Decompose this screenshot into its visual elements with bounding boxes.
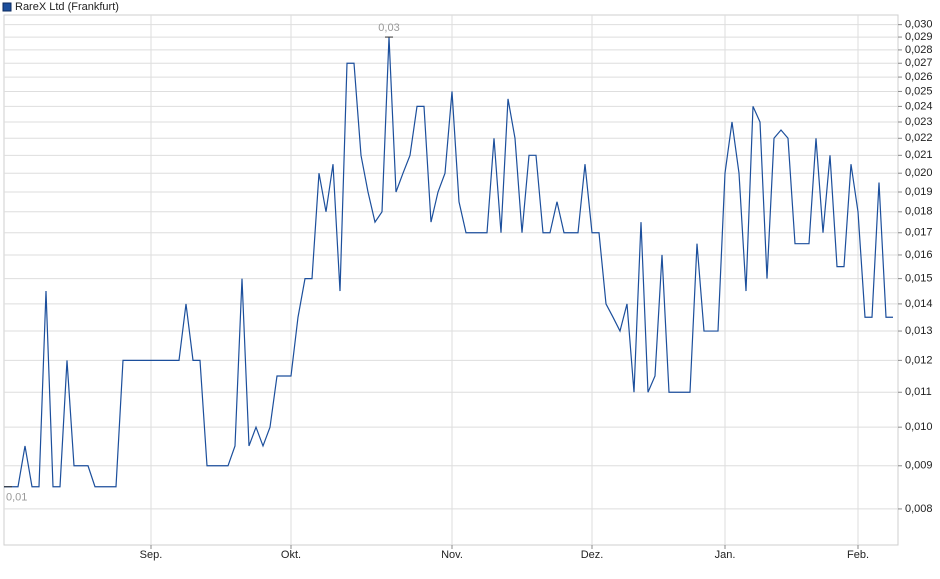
y-tick-label: 0,026: [905, 71, 933, 83]
y-tick-label: 0,015: [905, 273, 933, 285]
min-label: 0,01: [6, 492, 27, 504]
y-tick-label: 0,011: [905, 386, 932, 398]
y-tick-label: 0,025: [905, 85, 933, 97]
y-tick-label: 0,012: [905, 354, 933, 366]
y-tick-label: 0,010: [905, 421, 933, 433]
legend-swatch: [2, 2, 12, 12]
y-tick-label: 0,009: [905, 460, 933, 472]
y-tick-label: 0,020: [905, 167, 933, 179]
x-tick-label: Sep.: [140, 549, 163, 561]
x-tick-label: Okt.: [281, 549, 301, 561]
y-tick-label: 0,013: [905, 325, 933, 337]
y-tick-label: 0,027: [905, 57, 933, 69]
x-tick-label: Nov.: [441, 549, 463, 561]
legend-label: RareX Ltd (Frankfurt): [15, 1, 119, 13]
max-label: 0,03: [378, 22, 399, 34]
y-tick-label: 0,016: [905, 249, 933, 261]
y-tick-label: 0,017: [905, 227, 933, 239]
x-tick-label: Dez.: [581, 549, 604, 561]
y-tick-label: 0,014: [905, 298, 933, 310]
y-tick-label: 0,022: [905, 132, 933, 144]
y-tick-label: 0,021: [905, 149, 933, 161]
y-tick-label: 0,030: [905, 19, 933, 31]
y-tick-label: 0,019: [905, 186, 933, 198]
y-tick-label: 0,008: [905, 503, 933, 515]
y-tick-label: 0,024: [905, 100, 933, 112]
y-tick-label: 0,023: [905, 116, 933, 128]
y-tick-label: 0,028: [905, 44, 933, 56]
x-tick-label: Feb.: [847, 549, 869, 561]
price-line: [4, 37, 893, 488]
y-tick-label: 0,029: [905, 31, 933, 43]
x-tick-label: Jan.: [715, 549, 736, 561]
y-tick-label: 0,018: [905, 206, 933, 218]
